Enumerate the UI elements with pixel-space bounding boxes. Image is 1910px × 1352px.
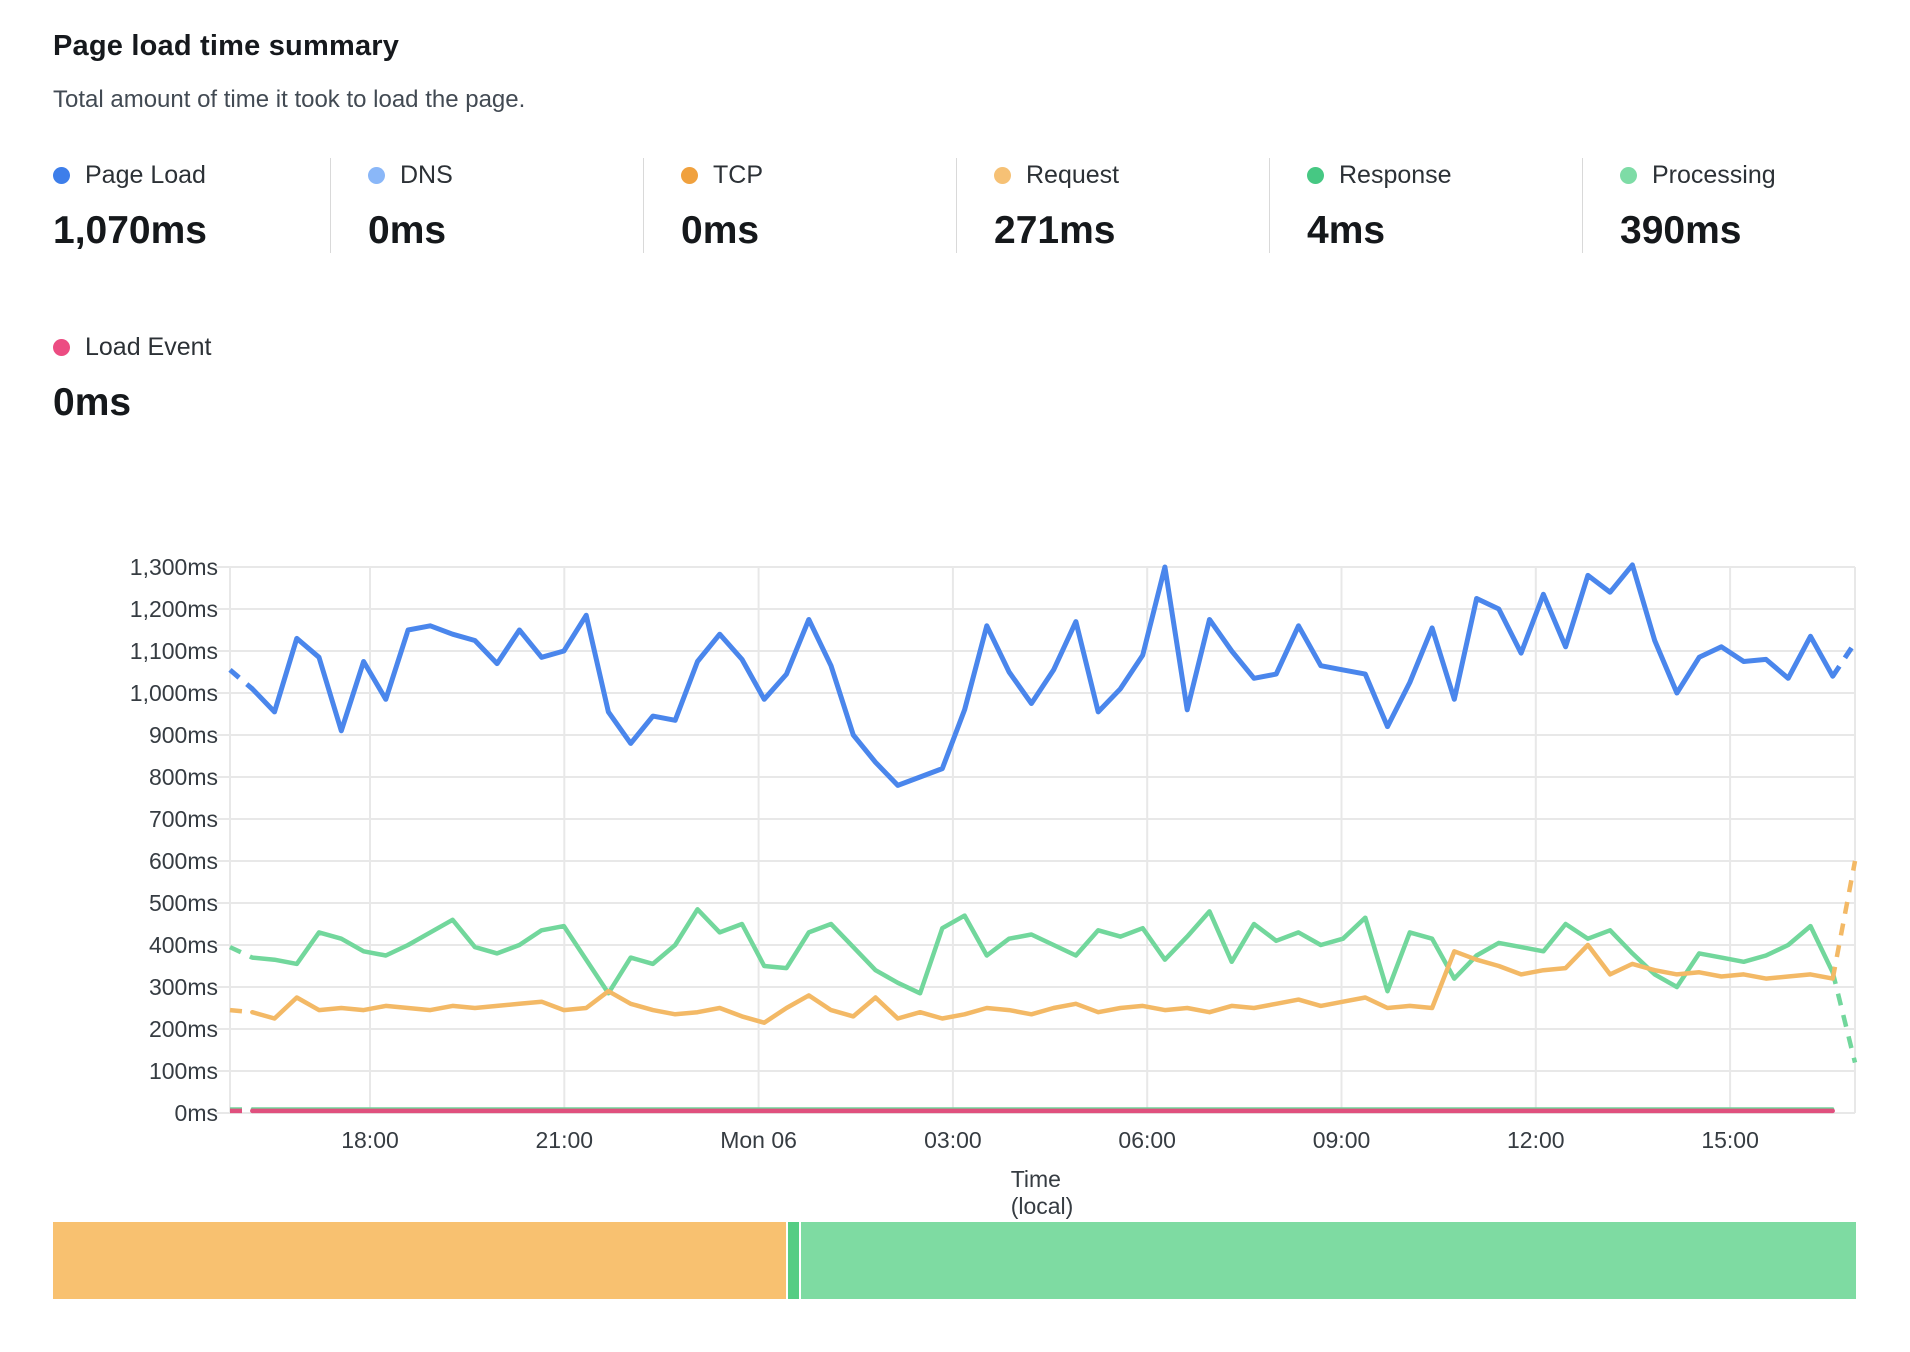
series-tail-dash-processing [1830, 971, 1858, 1064]
metric-value: 271ms [994, 209, 1116, 252]
metric-value: 4ms [1307, 209, 1386, 252]
metrics-summary-row: Page Load 1,070ms DNS 0ms TCP 0ms Request 271ms… [53, 158, 1895, 253]
y-tick-label: 300ms [148, 974, 218, 1000]
series-lead-dash-request [229, 1007, 253, 1015]
series-lead-dash-processing [229, 945, 254, 960]
line-chart-plot[interactable] [200, 562, 1858, 1114]
series-tail-dash-page-load [1830, 641, 1858, 678]
x-tick-label: 09:00 [1312, 1127, 1371, 1153]
y-tick-label: 1,200ms [129, 596, 218, 622]
series-line-request [250, 942, 1835, 1025]
metric-value: 0ms [53, 381, 132, 424]
metric-label: Response [1339, 160, 1452, 189]
metric-page-load: Page Load 1,070ms [53, 158, 330, 253]
metric-dns: DNS 0ms [330, 158, 643, 253]
x-tick-label: 03:00 [924, 1127, 982, 1153]
y-tick-label: 100ms [148, 1058, 218, 1084]
y-tick-label: 400ms [148, 932, 218, 958]
metric-header: Load Event [53, 330, 366, 364]
metrics-summary-row-2: Load Event 0ms [53, 330, 366, 425]
page-title: Page load time summary [53, 30, 400, 62]
metric-label: Processing [1652, 160, 1776, 189]
metric-label: TCP [713, 160, 763, 189]
metric-request: Request 271ms [956, 158, 1269, 253]
metric-header: Processing [1620, 158, 1895, 192]
y-tick-label: 900ms [148, 722, 218, 748]
breakdown-segment-processing[interactable] [800, 1222, 1856, 1299]
breakdown-segment-response[interactable] [788, 1222, 799, 1299]
processing-legend-dot-icon [1620, 166, 1637, 184]
series-lead-dash-page-load [228, 667, 254, 691]
y-tick-label: 1,300ms [129, 554, 218, 580]
y-tick-label: 1,100ms [129, 638, 218, 664]
metric-label: Request [1026, 160, 1120, 189]
y-tick-label: 500ms [148, 890, 218, 916]
y-tick-label: 1,000ms [129, 680, 218, 706]
tcp-legend-dot-icon [681, 166, 698, 184]
metric-value: 1,070ms [53, 209, 207, 252]
metric-header: Response [1307, 158, 1582, 192]
series-line-processing [250, 907, 1835, 996]
y-tick-label: 600ms [148, 848, 218, 874]
metric-value: 0ms [368, 209, 447, 252]
metric-load-event: Load Event 0ms [53, 330, 366, 425]
x-axis: 18:00 21:00 Mon 06 03:00 06:00 09:00 12:00 15:0… [0, 1127, 1910, 1157]
y-tick-label: 800ms [148, 764, 218, 790]
y-tick-label: 700ms [148, 806, 218, 832]
metric-tcp: TCP 0ms [643, 158, 956, 253]
metric-header: Page Load [53, 158, 330, 192]
load-time-breakdown-bar [53, 1222, 1856, 1299]
x-tick-label: 18:00 [341, 1127, 399, 1153]
metric-value: 390ms [1620, 209, 1742, 252]
series-line-page-load [249, 562, 1836, 788]
y-axis: 1,300ms 1,200ms 1,100ms 1,000ms 900ms 800ms 70… [0, 554, 218, 1126]
metric-header: DNS [368, 158, 643, 192]
request-legend-dot-icon [994, 166, 1011, 184]
metric-response: Response 4ms [1269, 158, 1582, 253]
load-event-legend-dot-icon [53, 338, 70, 356]
metric-label: DNS [400, 160, 453, 189]
metric-processing: Processing 390ms [1582, 158, 1895, 253]
metric-label: Page Load [85, 160, 206, 189]
x-axis-title: Time (local) [1010, 1166, 1074, 1219]
x-tick-label: 06:00 [1118, 1127, 1176, 1153]
x-tick-label: 15:00 [1701, 1127, 1759, 1153]
metric-header: TCP [681, 158, 956, 192]
series-tail-dash-request [1830, 860, 1858, 980]
x-tick-label: 12:00 [1507, 1127, 1565, 1153]
page-subtitle: Total amount of time it took to load the… [53, 86, 526, 113]
metric-value: 0ms [681, 209, 760, 252]
x-tick-label: 21:00 [535, 1127, 594, 1153]
y-tick-label: 200ms [148, 1016, 218, 1042]
response-legend-dot-icon [1307, 166, 1324, 184]
x-tick-label: Mon 06 [720, 1127, 797, 1153]
page-load-legend-dot-icon [53, 166, 70, 184]
dns-legend-dot-icon [368, 166, 385, 184]
y-tick-label: 0ms [174, 1100, 218, 1126]
metric-label: Load Event [85, 332, 212, 361]
breakdown-segment-request[interactable] [53, 1222, 787, 1299]
metric-header: Request [994, 158, 1269, 192]
